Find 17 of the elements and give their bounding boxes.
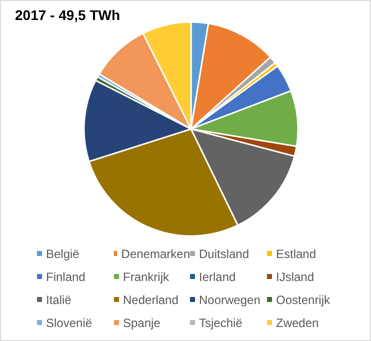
legend-label: Estland <box>276 246 316 260</box>
legend-label: Zweden <box>276 316 319 330</box>
legend-label: Denemarken <box>121 246 190 260</box>
legend-label: Italië <box>46 292 72 306</box>
legend-label: IJsland <box>276 270 314 284</box>
legend-label: Nederland <box>123 292 178 306</box>
legend-label: België <box>46 246 80 260</box>
legend-label: Oostenrijk <box>276 292 330 306</box>
legend-label: Ierland <box>199 270 236 284</box>
chart-title: 2017 - 49,5 TWh <box>15 7 120 23</box>
legend-label: Frankrijk <box>123 270 170 284</box>
legend-label: Spanje <box>123 316 160 330</box>
legend-label: Tsjechië <box>199 316 242 330</box>
legend-label: Noorwegen <box>199 292 260 306</box>
legend-label: Duitsland <box>199 246 250 260</box>
legend-label: Finland <box>46 270 86 284</box>
legend-label: Slovenië <box>46 316 92 330</box>
